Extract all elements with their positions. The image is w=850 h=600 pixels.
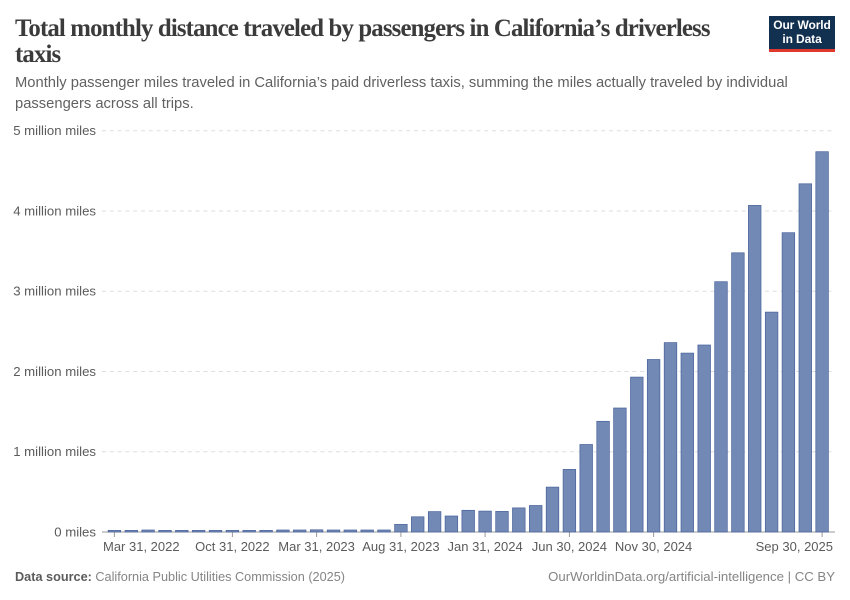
svg-text:Mar 31, 2023: Mar 31, 2023 [278,539,355,554]
svg-text:Aug 31, 2023: Aug 31, 2023 [362,539,439,554]
svg-text:3 million miles: 3 million miles [13,284,96,299]
svg-text:Nov 30, 2024: Nov 30, 2024 [615,539,692,554]
svg-text:2 million miles: 2 million miles [13,364,96,379]
svg-text:5 million miles: 5 million miles [13,123,96,138]
svg-text:Sep 30, 2025: Sep 30, 2025 [756,539,833,554]
svg-text:Oct 31, 2022: Oct 31, 2022 [195,539,269,554]
svg-text:1 million miles: 1 million miles [13,444,96,459]
svg-text:0 miles: 0 miles [54,524,96,539]
svg-text:Jan 31, 2024: Jan 31, 2024 [448,539,523,554]
svg-text:Jun 30, 2024: Jun 30, 2024 [532,539,607,554]
svg-text:Mar 31, 2022: Mar 31, 2022 [103,539,180,554]
svg-text:4 million miles: 4 million miles [13,203,96,218]
